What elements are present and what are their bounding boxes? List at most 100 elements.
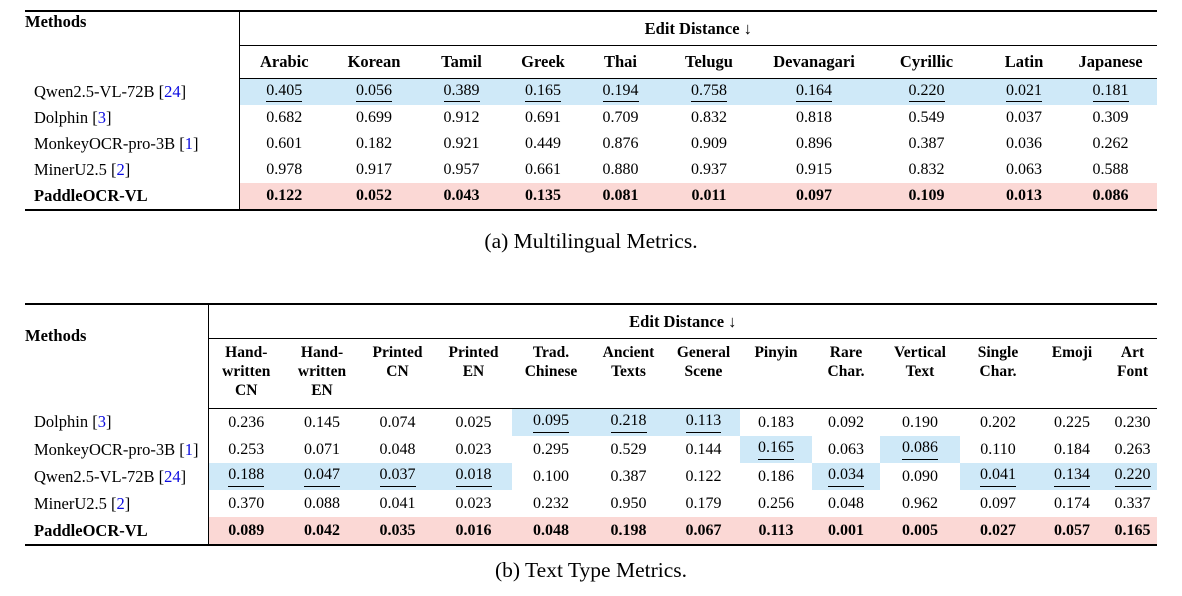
value-cell: 0.174 — [1054, 494, 1090, 512]
table-row: PaddleOCR-VL 0.122 0.052 0.043 0.135 0.081 0.0… — [25, 183, 1158, 210]
value-cell: 0.088 — [304, 494, 340, 512]
column-header: Japanese — [1064, 45, 1158, 79]
citation-link[interactable]: 2 — [116, 493, 125, 513]
column-header: Pinyin — [740, 338, 812, 409]
value-cell: 0.092 — [828, 413, 864, 431]
value-cell: 0.220 — [869, 78, 984, 105]
value-cell: 0.145 — [304, 413, 340, 431]
value-cell: 0.183 — [758, 413, 794, 431]
table-row: MinerU2.5 [2] 0.978 0.917 0.957 0.661 0.880 0.… — [25, 157, 1157, 183]
value-cell: 0.113 — [667, 408, 740, 436]
table-row: MinerU2.5 [2] 0.370 0.088 0.041 0.023 0.232 0.… — [25, 490, 1157, 517]
edit-distance-header: Edit Distance ↓ — [238, 11, 1158, 46]
citation-link[interactable]: 3 — [97, 108, 106, 127]
value-cell: 0.001 — [812, 517, 880, 545]
column-header: Ancient Texts — [590, 338, 667, 409]
method-cell: Dolphin [3] — [34, 108, 112, 127]
value-cell: 0.165 — [740, 436, 812, 463]
method-cell: PaddleOCR-VL — [34, 520, 148, 540]
table-row: PaddleOCR-VL 0.089 0.042 0.035 0.016 0.048 0.1… — [25, 517, 1158, 545]
value-cell: 0.188 — [207, 463, 284, 490]
multilingual-metrics-section: Methods Edit Distance ↓ Arabic Korean Tamil G… — [25, 10, 1158, 211]
value-cell: 0.013 — [984, 183, 1064, 210]
text-type-metrics-table: Methods Edit Distance ↓ Hand- written CN Ha… — [25, 303, 1158, 546]
value-cell: 0.144 — [685, 440, 722, 458]
citation-link[interactable]: 24 — [164, 81, 181, 101]
column-header: Single Char. — [960, 338, 1036, 409]
value-cell: 0.263 — [1114, 440, 1151, 458]
value-cell: 0.016 — [435, 517, 512, 545]
value-cell: 0.005 — [880, 517, 960, 545]
column-header: Printed CN — [360, 338, 435, 409]
value-cell: 0.709 — [602, 109, 639, 126]
table-row: Dolphin [3] 0.236 0.145 0.074 0.025 0.095 0.21… — [25, 408, 1157, 436]
value-cell: 0.950 — [610, 494, 647, 512]
value-cell: 0.184 — [1054, 440, 1090, 458]
value-cell: 0.182 — [356, 135, 392, 152]
value-cell: 0.915 — [796, 161, 832, 178]
value-cell: 0.405 — [238, 78, 329, 105]
value-cell: 0.027 — [960, 517, 1036, 545]
method-cell: Qwen2.5-VL-72B [24] — [34, 81, 187, 101]
value-cell: 0.052 — [329, 183, 419, 210]
value-cell: 0.048 — [379, 440, 416, 458]
method-cell: MinerU2.5 [2] — [34, 160, 131, 179]
value-cell: 0.086 — [1064, 183, 1158, 210]
value-cell: 0.832 — [691, 109, 727, 126]
value-cell: 0.095 — [512, 408, 590, 436]
citation-link[interactable]: 3 — [97, 412, 106, 432]
edit-distance-header: Edit Distance ↓ — [207, 304, 1158, 339]
column-header: Printed EN — [435, 338, 512, 409]
value-cell: 0.225 — [1054, 413, 1090, 431]
value-cell: 0.097 — [980, 494, 1016, 512]
value-cell: 0.198 — [590, 517, 667, 545]
value-cell: 0.256 — [758, 494, 794, 512]
value-cell: 0.047 — [284, 463, 360, 490]
method-cell: PaddleOCR-VL — [34, 186, 148, 205]
value-cell: 0.011 — [659, 183, 759, 210]
value-cell: 0.937 — [691, 161, 727, 178]
value-cell: 0.048 — [512, 517, 590, 545]
value-cell: 0.122 — [685, 467, 722, 485]
value-cell: 0.978 — [238, 157, 329, 183]
value-cell: 0.042 — [284, 517, 360, 545]
column-header: Thai — [582, 45, 659, 79]
value-cell: 0.309 — [1092, 109, 1129, 126]
value-cell: 0.190 — [902, 413, 938, 431]
value-cell: 0.387 — [908, 135, 945, 152]
value-cell: 0.220 — [1108, 463, 1158, 490]
column-header: Greek — [504, 45, 582, 79]
citation-link[interactable]: 2 — [116, 160, 125, 179]
value-cell: 0.097 — [759, 183, 869, 210]
value-cell: 0.036 — [1006, 135, 1042, 152]
value-cell: 0.230 — [1114, 413, 1151, 431]
value-cell: 0.601 — [238, 131, 329, 157]
value-cell: 0.063 — [1006, 161, 1042, 178]
value-cell: 0.086 — [880, 436, 960, 463]
value-cell: 0.100 — [533, 467, 569, 485]
column-header: Emoji — [1036, 338, 1108, 409]
value-cell: 0.181 — [1064, 78, 1158, 105]
value-cell: 0.202 — [980, 413, 1016, 431]
value-cell: 0.549 — [908, 109, 945, 126]
value-cell: 0.880 — [602, 161, 639, 178]
citation-link[interactable]: 24 — [164, 466, 181, 486]
value-cell: 0.909 — [691, 135, 727, 152]
column-header: Vertical Text — [880, 338, 960, 409]
value-cell: 0.529 — [610, 440, 647, 458]
caption-multilingual: (a) Multilingual Metrics. — [484, 229, 698, 253]
value-cell: 0.134 — [1036, 463, 1108, 490]
caption-text-type: (b) Text Type Metrics. — [494, 558, 688, 582]
text-type-metrics-section: Methods Edit Distance ↓ Hand- written CN Ha… — [25, 303, 1158, 546]
column-header: Art Font — [1108, 338, 1158, 409]
value-cell: 0.067 — [667, 517, 740, 545]
column-header: Korean — [329, 45, 419, 79]
value-cell: 0.048 — [828, 494, 864, 512]
value-cell: 0.037 — [360, 463, 435, 490]
value-cell: 0.041 — [960, 463, 1036, 490]
citation-link[interactable]: 1 — [184, 439, 194, 459]
value-cell: 0.164 — [759, 78, 869, 105]
citation-link[interactable]: 1 — [184, 134, 194, 153]
value-cell: 0.135 — [504, 183, 582, 210]
value-cell: 0.023 — [455, 440, 492, 458]
